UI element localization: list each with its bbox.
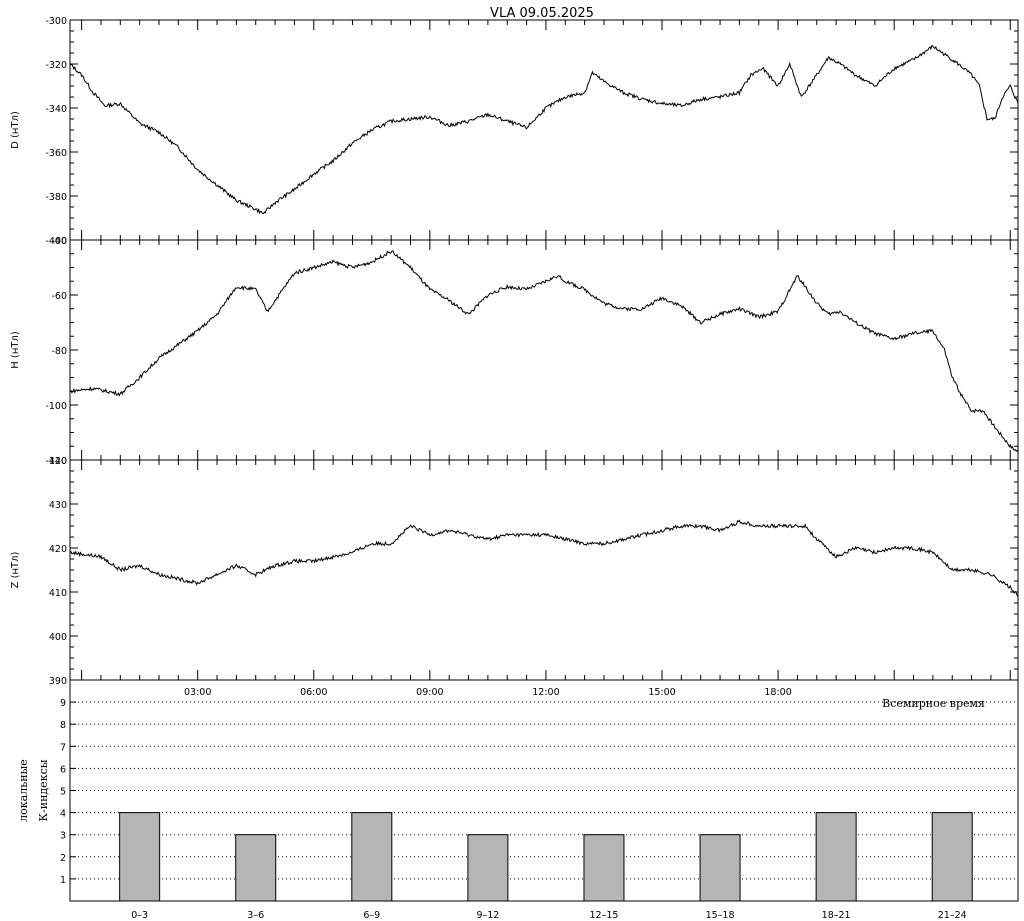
k-bar — [931, 812, 973, 902]
k-y-tick-label: 9 — [60, 698, 66, 709]
y-tick-label: -40 — [51, 236, 67, 247]
panel-h: -40 -60 -80 -100 -120 H (нТл) — [10, 236, 1019, 467]
time-tick-label: 06:00 — [300, 687, 327, 698]
k-y-tick-label: 3 — [60, 831, 66, 842]
k-category-label: 12–15 — [590, 910, 619, 921]
series-line-h — [69, 250, 1019, 453]
panel-z-frame — [69, 459, 1019, 681]
y-tick-label: -380 — [45, 192, 67, 203]
panel-d: -300 -320 -340 -360 -380 -400 D (нТл) — [10, 16, 1019, 247]
y-tick-label: -340 — [45, 104, 67, 115]
k-bar — [467, 834, 509, 902]
k-bar — [235, 834, 277, 902]
time-tick-label: 09:00 — [416, 687, 443, 698]
k-y-tick-label: 4 — [60, 809, 66, 820]
k-bar — [699, 834, 741, 902]
k-category-label: 18–21 — [822, 910, 851, 921]
k-category-label: 6–9 — [363, 910, 380, 921]
y-tick-label: 390 — [49, 676, 67, 687]
y-tick-label: 420 — [49, 544, 67, 555]
series-line-d — [69, 44, 1019, 215]
k-y-tick-label: 7 — [60, 742, 66, 753]
k-ylabel-line1: локальные — [17, 759, 30, 822]
k-category-label: 3–6 — [247, 910, 264, 921]
panel-d-frame — [69, 19, 1019, 241]
k-bar — [815, 812, 857, 902]
panel-z: 440 430 420 410 400 390 Z (нТл) — [10, 456, 1019, 687]
k-bar — [351, 812, 393, 902]
time-tick-label: 03:00 — [184, 687, 211, 698]
y-tick-label: -320 — [45, 60, 67, 71]
panel-k-index: 1 2 3 4 5 6 7 8 9 0–3 3–6 6–9 9–12 12–15 15–18 18–21 21–… — [17, 679, 1019, 921]
k-y-tick-label: 1 — [60, 875, 66, 886]
y-tick-label: -120 — [45, 456, 67, 467]
y-tick-label: 410 — [49, 588, 67, 599]
time-axis-caption: Всемирное время — [882, 697, 985, 710]
y-tick-label: 430 — [49, 500, 67, 511]
y-tick-label: -300 — [45, 16, 67, 27]
panel-z-ylabel: Z (нТл) — [10, 551, 21, 588]
y-tick-label: -60 — [51, 291, 67, 302]
panel-k-index-frame — [69, 679, 1019, 902]
k-ylabel-line2: К-индексы — [37, 759, 50, 821]
time-tick-label: 12:00 — [532, 687, 559, 698]
k-category-label: 15–18 — [706, 910, 735, 921]
y-tick-label: 400 — [49, 632, 67, 643]
chart-title: VLA 09.05.2025 — [490, 6, 594, 21]
panel-h-frame — [69, 239, 1019, 461]
k-y-tick-label: 6 — [60, 764, 66, 775]
y-tick-label: -360 — [45, 148, 67, 159]
y-tick-label: -100 — [45, 401, 67, 412]
y-tick-label: 440 — [49, 456, 67, 467]
panel-d-ylabel: D (нТл) — [10, 111, 21, 149]
k-y-tick-label: 2 — [60, 853, 66, 864]
y-tick-label: -80 — [51, 346, 67, 357]
y-tick-label: -400 — [45, 236, 67, 247]
time-tick-label: 15:00 — [648, 687, 675, 698]
k-bar — [583, 834, 625, 902]
k-category-label: 21–24 — [938, 910, 967, 921]
k-bar — [119, 812, 161, 902]
panel-h-ylabel: H (нТл) — [10, 331, 21, 369]
time-axis-labels: 03:00 06:00 09:00 12:00 15:00 18:00 — [184, 687, 792, 698]
time-tick-label: 18:00 — [764, 687, 791, 698]
series-line-z — [69, 519, 1019, 597]
k-y-tick-label: 5 — [60, 787, 66, 798]
k-category-label: 0–3 — [131, 910, 148, 921]
k-category-label: 9–12 — [476, 910, 499, 921]
k-y-tick-label: 8 — [60, 720, 66, 731]
